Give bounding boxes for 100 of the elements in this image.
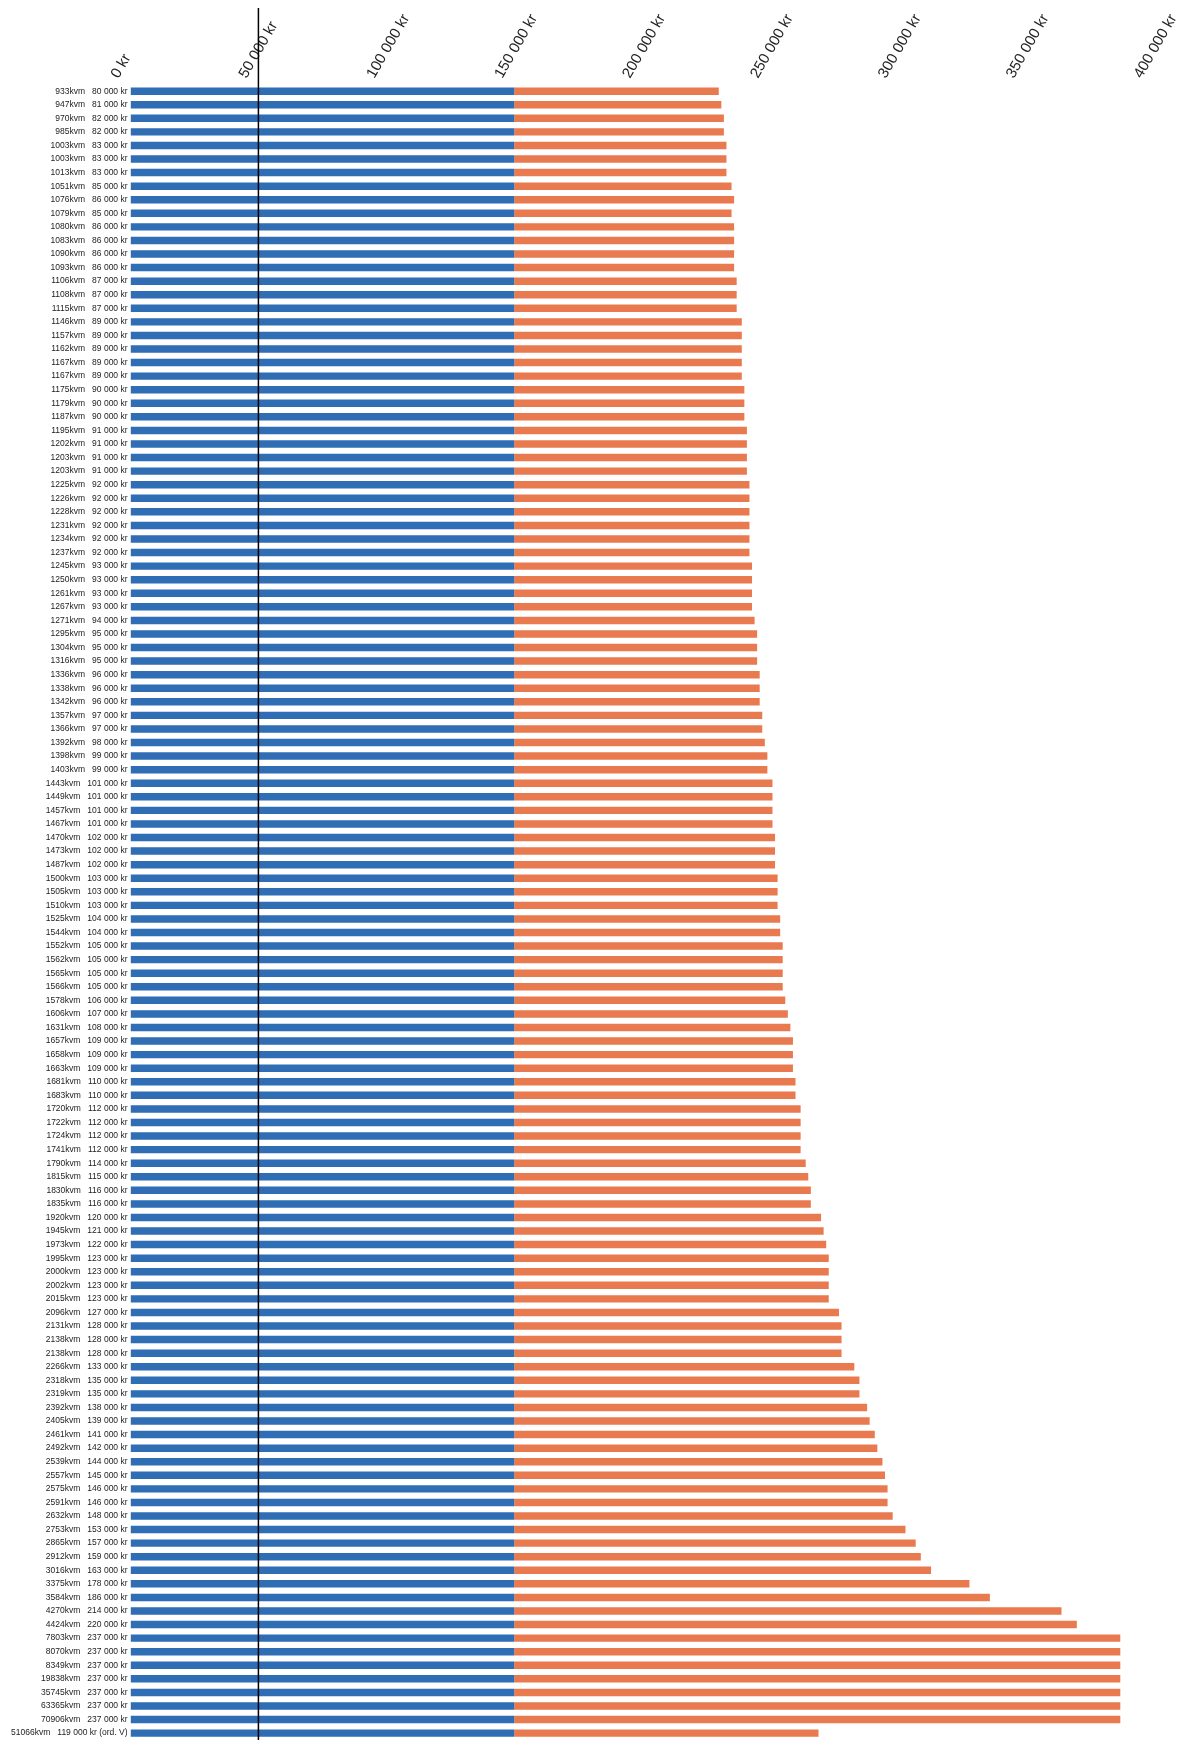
bar	[514, 168, 727, 177]
bar	[514, 1675, 1121, 1683]
y-tick-label: 1261kvm 93 000 kr	[50, 587, 128, 598]
y-tick-label: 1973kvm 122 000 kr	[45, 1238, 128, 1249]
y-tick-label: 1449kvm 101 000 kr	[45, 791, 128, 802]
bar	[130, 1675, 515, 1683]
bar	[514, 1607, 1062, 1615]
bar	[130, 1186, 515, 1195]
bar	[130, 1729, 515, 1737]
bar	[130, 1580, 515, 1588]
bar	[514, 1457, 883, 1466]
bar	[514, 1145, 801, 1154]
bar	[514, 1715, 1121, 1724]
bar	[130, 698, 515, 706]
y-tick-label: 1003kvm 83 000 kr	[50, 139, 128, 150]
bar	[130, 725, 515, 733]
y-tick-label: 1051kvm 85 000 kr	[50, 180, 128, 191]
bar	[130, 1349, 515, 1357]
x-tick-label: 0 kr	[106, 50, 134, 81]
bar	[514, 358, 742, 367]
y-tick-label: 2318kvm 135 000 kr	[45, 1374, 128, 1385]
bar	[130, 1335, 515, 1344]
bar	[130, 250, 515, 258]
y-tick-label: 1473kvm 102 000 kr	[45, 845, 128, 856]
bar	[514, 806, 773, 815]
bar	[514, 1159, 806, 1167]
y-tick-label: 70906kvm 237 000 kr	[41, 1713, 128, 1724]
bar	[130, 996, 515, 1005]
bar	[130, 1240, 515, 1249]
bar	[130, 793, 515, 801]
y-tick-label: 1304kvm 95 000 kr	[50, 641, 128, 652]
bar	[130, 1566, 515, 1575]
y-tick-label: 1525kvm 104 000 kr	[45, 913, 128, 924]
bar	[130, 1023, 515, 1032]
bar	[514, 1363, 855, 1371]
bar	[514, 888, 778, 896]
bar	[514, 1078, 796, 1086]
bar	[514, 521, 750, 530]
y-tick-label: 1510kvm 103 000 kr	[45, 899, 128, 910]
bar	[514, 128, 724, 136]
bar	[130, 752, 515, 760]
y-tick-label: 933kvm 80 000 kr	[55, 85, 128, 96]
bar	[514, 1213, 822, 1222]
y-tick-label: 4424kvm 220 000 kr	[45, 1618, 128, 1629]
bar	[514, 1186, 811, 1195]
bar	[514, 1485, 888, 1493]
bar	[130, 1525, 515, 1534]
bar	[130, 223, 515, 231]
x-tick-label: 350 000 kr	[1001, 10, 1052, 81]
y-tick-label: 1316kvm 95 000 kr	[50, 655, 128, 666]
bar	[514, 1091, 796, 1100]
bar	[130, 1457, 515, 1466]
bar	[514, 1430, 875, 1439]
bar	[514, 589, 753, 597]
bar	[130, 630, 515, 638]
bar	[130, 168, 515, 177]
bar	[514, 670, 760, 679]
bar	[130, 643, 515, 652]
y-tick-label: 1443kvm 101 000 kr	[45, 777, 128, 788]
bar	[130, 399, 515, 408]
bar	[130, 521, 515, 530]
y-tick-label: 2492kvm 142 000 kr	[45, 1442, 128, 1453]
bar	[514, 765, 768, 774]
bar	[514, 1376, 860, 1385]
bar	[514, 1471, 886, 1480]
bar	[130, 535, 515, 543]
x-tick-label: 400 000 kr	[1129, 10, 1180, 81]
bar	[130, 318, 515, 326]
y-tick-label: 1083kvm 86 000 kr	[50, 234, 128, 245]
bar	[130, 1118, 515, 1127]
bar	[130, 1078, 515, 1086]
bar	[130, 670, 515, 679]
y-tick-label: 970kvm 82 000 kr	[55, 112, 128, 123]
bar	[514, 725, 763, 733]
bar	[130, 847, 515, 855]
y-tick-label: 1175kvm 90 000 kr	[51, 384, 128, 395]
bar	[130, 508, 515, 516]
bar	[130, 1390, 515, 1398]
bar	[514, 87, 719, 95]
bar	[130, 765, 515, 774]
bar	[514, 290, 737, 299]
y-tick-label: 1631kvm 108 000 kr	[45, 1021, 128, 1032]
bar	[514, 1593, 990, 1602]
bar	[514, 318, 742, 326]
bar	[514, 983, 783, 991]
bar	[130, 1268, 515, 1276]
bar	[514, 223, 735, 231]
y-tick-label: 1790kvm 114 000 kr	[46, 1157, 128, 1168]
bar	[514, 1295, 829, 1303]
bar	[130, 806, 515, 815]
y-tick-label: 1338kvm 96 000 kr	[50, 682, 128, 693]
y-tick-label: 1815kvm 115 000 kr	[46, 1171, 128, 1182]
bar	[130, 1308, 515, 1317]
bar	[514, 141, 727, 150]
y-tick-label: 19838kvm 237 000 kr	[41, 1673, 128, 1684]
bar	[514, 1620, 1077, 1629]
bar	[130, 1322, 515, 1330]
y-tick-label: 947kvm 81 000 kr	[55, 99, 128, 110]
bar	[514, 793, 773, 801]
y-tick-label: 1657kvm 109 000 kr	[45, 1035, 128, 1046]
